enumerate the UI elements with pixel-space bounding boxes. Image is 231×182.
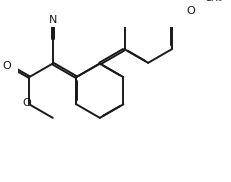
Text: CH₃: CH₃ [205,0,223,3]
Text: O: O [186,6,195,16]
Text: N: N [49,15,57,25]
Text: O: O [3,61,12,71]
Text: O: O [22,98,31,108]
